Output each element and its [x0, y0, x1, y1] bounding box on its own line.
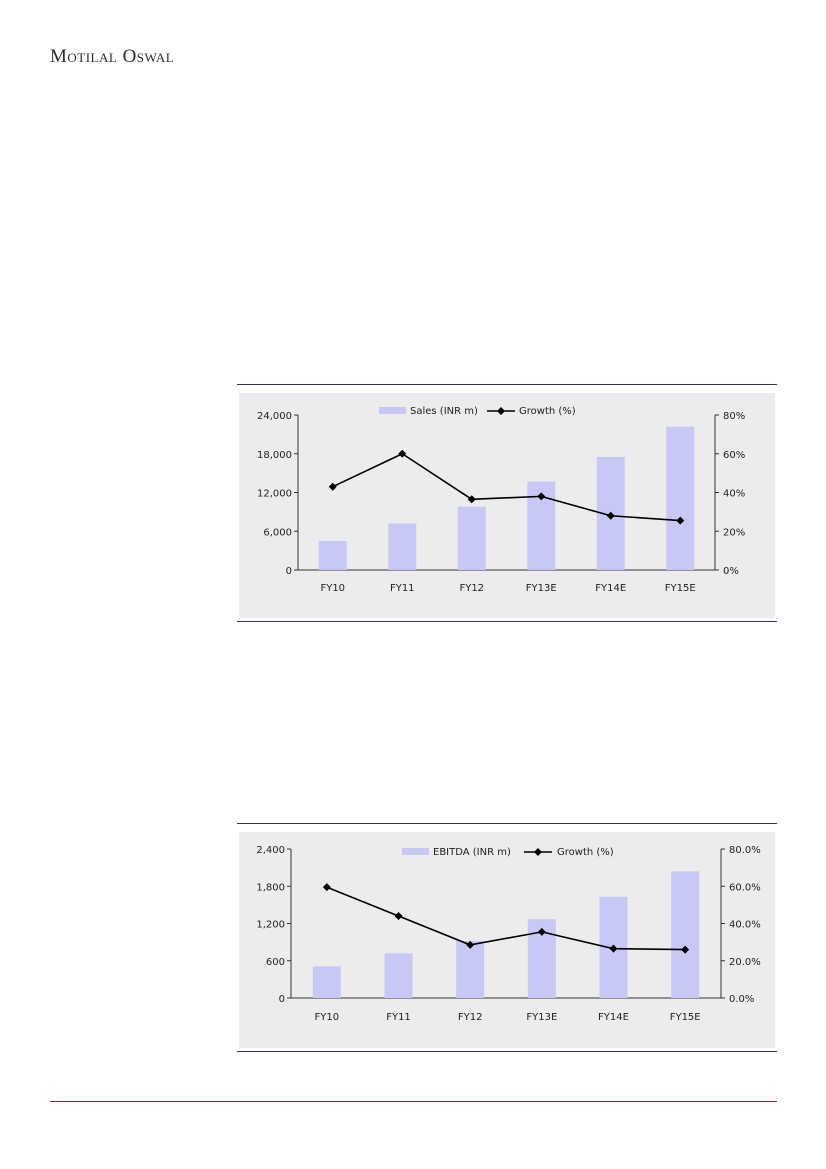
- growth-point: [328, 482, 337, 491]
- legend-line-marker: [534, 848, 542, 856]
- category-label: FY15E: [670, 1012, 701, 1023]
- sales-chart: 0 6,000 12,000 18,000 24,000 0% 20% 40% 60% 80% FY…: [257, 406, 745, 594]
- category-label: FY10: [320, 583, 345, 594]
- legend-bar-swatch: [379, 407, 406, 414]
- footer-rule: [50, 1101, 777, 1102]
- right-tick-label: 20%: [723, 527, 745, 538]
- left-tick-label: 24,000: [257, 411, 292, 422]
- right-tick-label: 0.0%: [729, 994, 754, 1005]
- chart-bottom-rule: [237, 621, 777, 622]
- growth-point: [681, 945, 690, 954]
- legend-bar-swatch: [402, 848, 429, 855]
- growth-point: [609, 944, 618, 953]
- category-label: FY13E: [526, 1012, 557, 1023]
- legend-label: Sales (INR m): [410, 406, 478, 417]
- category-label: FY12: [459, 583, 484, 594]
- legend-label: Growth (%): [557, 847, 614, 858]
- bar: [671, 871, 700, 998]
- left-tick-label: 600: [266, 957, 285, 968]
- right-tick-label: 60%: [723, 450, 745, 461]
- chart-top-rule: [237, 823, 777, 824]
- right-tick-label: 40%: [723, 489, 745, 500]
- growth-point: [398, 449, 407, 458]
- sales-chart-panel: 0 6,000 12,000 18,000 24,000 0% 20% 40% 60% 80% FY…: [239, 393, 775, 618]
- growth-point: [467, 495, 476, 504]
- bar: [666, 426, 695, 570]
- right-tick-label: 20.0%: [729, 957, 761, 968]
- bar: [456, 940, 485, 998]
- category-label: FY13E: [526, 583, 557, 594]
- sales-chart-figure: 0 6,000 12,000 18,000 24,000 0% 20% 40% 60% 80% FY…: [237, 384, 777, 622]
- category-label: FY15E: [665, 583, 696, 594]
- category-label: FY11: [390, 583, 415, 594]
- growth-point: [537, 492, 546, 501]
- right-tick-label: 80%: [723, 411, 745, 422]
- growth-point: [537, 927, 546, 936]
- left-tick-label: 0: [279, 994, 285, 1005]
- ebitda-chart-figure: 0 600 1,200 1,800 2,400 0.0% 20.0% 40.0% 60.0% 80…: [237, 823, 777, 1052]
- growth-line: [326, 886, 686, 951]
- bar: [457, 506, 486, 570]
- left-tick-label: 18,000: [257, 450, 292, 461]
- legend-label: EBITDA (INR m): [433, 847, 511, 858]
- right-tick-label: 80.0%: [729, 845, 761, 856]
- legend-line-marker: [497, 407, 505, 415]
- ebitda-chart: 0 600 1,200 1,800 2,400 0.0% 20.0% 40.0% 60.0% 80…: [256, 845, 761, 1023]
- right-tick-label: 40.0%: [729, 920, 761, 931]
- chart-top-rule: [237, 384, 777, 385]
- growth-line: [332, 452, 681, 522]
- brand-logo: Motilal Oswal: [50, 46, 175, 67]
- right-tick-label: 0%: [723, 566, 739, 577]
- category-label: FY14E: [595, 583, 626, 594]
- growth-point: [676, 516, 685, 525]
- category-label: FY14E: [598, 1012, 629, 1023]
- growth-point: [394, 912, 403, 921]
- chart-bottom-rule: [237, 1051, 777, 1052]
- left-tick-label: 12,000: [257, 489, 292, 500]
- left-tick-label: 0: [286, 566, 292, 577]
- left-tick-label: 2,400: [256, 845, 285, 856]
- legend-label: Growth (%): [519, 406, 576, 417]
- bar: [388, 523, 417, 570]
- growth-point: [466, 940, 475, 949]
- category-label: FY11: [386, 1012, 411, 1023]
- left-tick-label: 6,000: [263, 527, 292, 538]
- growth-point: [322, 883, 331, 892]
- ebitda-chart-panel: 0 600 1,200 1,800 2,400 0.0% 20.0% 40.0% 60.0% 80…: [239, 832, 775, 1048]
- left-tick-label: 1,200: [256, 920, 285, 931]
- category-label: FY12: [458, 1012, 483, 1023]
- bar: [318, 540, 347, 570]
- category-label: FY10: [315, 1012, 340, 1023]
- bar: [312, 966, 341, 998]
- bar: [384, 953, 413, 998]
- right-tick-label: 60.0%: [729, 882, 761, 893]
- growth-point: [606, 511, 615, 520]
- left-tick-label: 1,800: [256, 882, 285, 893]
